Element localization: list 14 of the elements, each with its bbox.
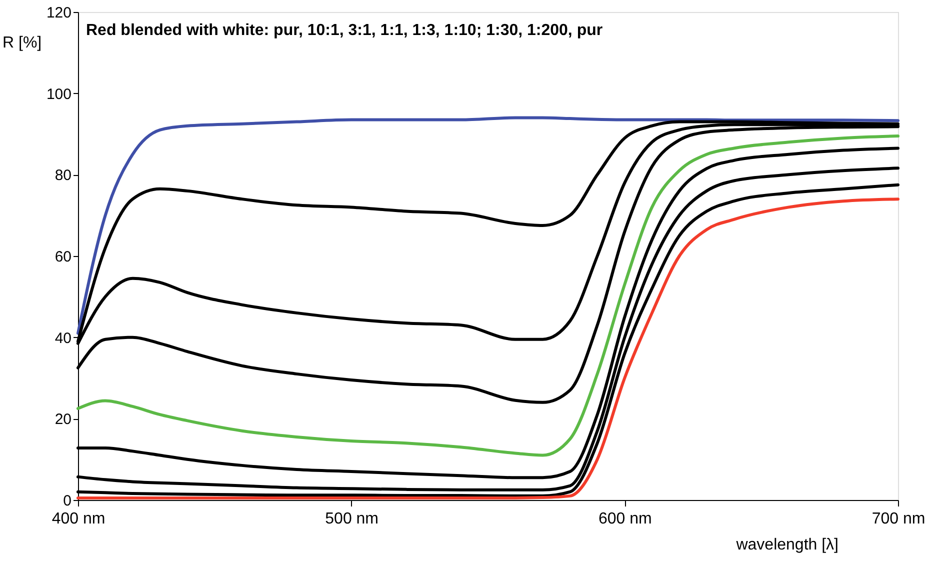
x-tick-label: 500 nm xyxy=(325,510,379,528)
y-tick-label: 80 xyxy=(54,167,72,184)
y-tick-label: 100 xyxy=(46,86,72,103)
x-tick-label: 400 nm xyxy=(52,510,106,528)
y-tick-label: 120 xyxy=(46,4,72,22)
y-tick-label: 20 xyxy=(54,411,72,428)
x-tick-label: 700 nm xyxy=(872,510,926,528)
y-tick-label: 60 xyxy=(54,248,72,266)
x-axis-title: wavelength [λ] xyxy=(735,536,838,554)
y-axis-title: R [%] xyxy=(2,34,42,52)
x-tick-label: 600 nm xyxy=(598,510,652,528)
y-tick-label: 40 xyxy=(54,330,72,347)
text: Red blended with white: pur, 10:1, 3:1, 1:1, 1:3, 1:10; 1:30, 1:200, pur xyxy=(86,22,603,39)
y-tick-label: 0 xyxy=(63,492,72,510)
